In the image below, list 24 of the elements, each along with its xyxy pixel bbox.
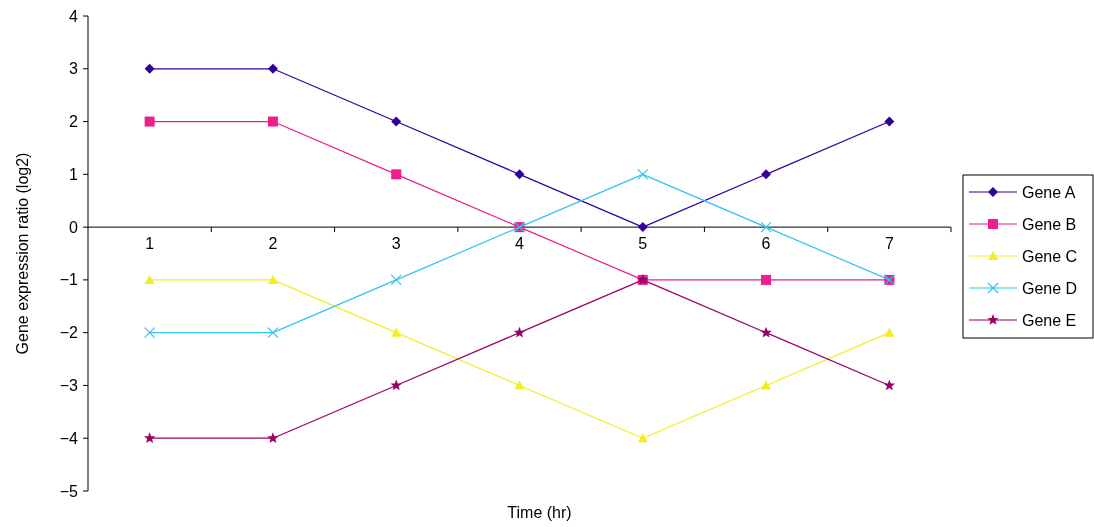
legend-label: Gene A — [1022, 183, 1076, 201]
x-tick-label: 5 — [638, 235, 648, 253]
legend-label: Gene B — [1022, 215, 1077, 233]
x-tick-label: 7 — [884, 235, 894, 253]
legend-label: Gene E — [1022, 311, 1077, 329]
y-tick-label: −1 — [59, 271, 79, 289]
y-axis-title: Gene expression ratio (log2) — [14, 152, 31, 355]
y-tick-label: −5 — [59, 482, 79, 500]
legend-label: Gene D — [1022, 279, 1078, 297]
y-tick-label: 2 — [69, 113, 79, 131]
x-tick-label: 1 — [145, 235, 155, 253]
legend-label: Gene C — [1022, 247, 1078, 265]
y-tick-label: −3 — [59, 377, 79, 395]
x-tick-label: 2 — [268, 235, 278, 253]
y-tick-label: −4 — [59, 429, 79, 447]
x-tick-label: 4 — [515, 235, 525, 253]
y-tick-label: 1 — [69, 165, 79, 183]
y-tick-label: 3 — [69, 60, 79, 78]
y-tick-label: −2 — [59, 324, 79, 342]
x-tick-label: 6 — [761, 235, 771, 253]
x-tick-label: 3 — [391, 235, 401, 253]
y-tick-label: 4 — [69, 7, 79, 25]
y-tick-label: 0 — [69, 218, 79, 236]
x-axis-title: Time (hr) — [507, 504, 572, 521]
